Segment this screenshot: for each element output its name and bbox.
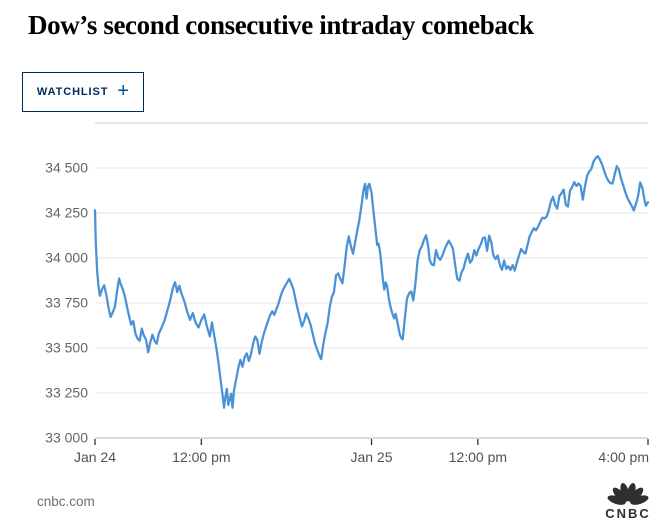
gridlines bbox=[95, 122, 648, 394]
svg-text:34 500: 34 500 bbox=[45, 160, 88, 176]
svg-text:Jan 24: Jan 24 bbox=[74, 449, 116, 465]
price-line-series bbox=[93, 154, 650, 409]
source-attribution: cnbc.com bbox=[37, 494, 95, 509]
svg-text:33 500: 33 500 bbox=[45, 340, 88, 356]
cnbc-wordmark: CNBC bbox=[605, 506, 651, 521]
svg-text:33 000: 33 000 bbox=[45, 430, 88, 446]
price-chart: 33 000 33 250 33 500 33 750 34 000 34 250 34 5… bbox=[45, 122, 650, 465]
svg-text:12:00 pm: 12:00 pm bbox=[449, 449, 507, 465]
svg-text:33 250: 33 250 bbox=[45, 385, 88, 401]
svg-text:12:00 pm: 12:00 pm bbox=[172, 449, 230, 465]
svg-text:4:00 pm: 4:00 pm bbox=[598, 449, 649, 465]
watchlist-button[interactable]: WATCHLIST + bbox=[22, 72, 144, 112]
svg-text:33 750: 33 750 bbox=[45, 295, 88, 311]
plus-icon: + bbox=[117, 80, 130, 102]
page-title: Dow’s second consecutive intraday comeba… bbox=[28, 10, 534, 40]
cnbc-logo: CNBC bbox=[597, 480, 659, 521]
x-axis-labels: Jan 24 12:00 pm Jan 25 12:00 pm 4:00 pm bbox=[74, 439, 649, 465]
svg-text:Jan 25: Jan 25 bbox=[350, 449, 392, 465]
y-axis-labels: 33 000 33 250 33 500 33 750 34 000 34 250 34 5… bbox=[45, 160, 88, 446]
svg-text:34 250: 34 250 bbox=[45, 205, 88, 221]
watchlist-button-label: WATCHLIST bbox=[36, 86, 109, 98]
peacock-icon bbox=[607, 483, 649, 505]
svg-text:34 000: 34 000 bbox=[45, 250, 88, 266]
